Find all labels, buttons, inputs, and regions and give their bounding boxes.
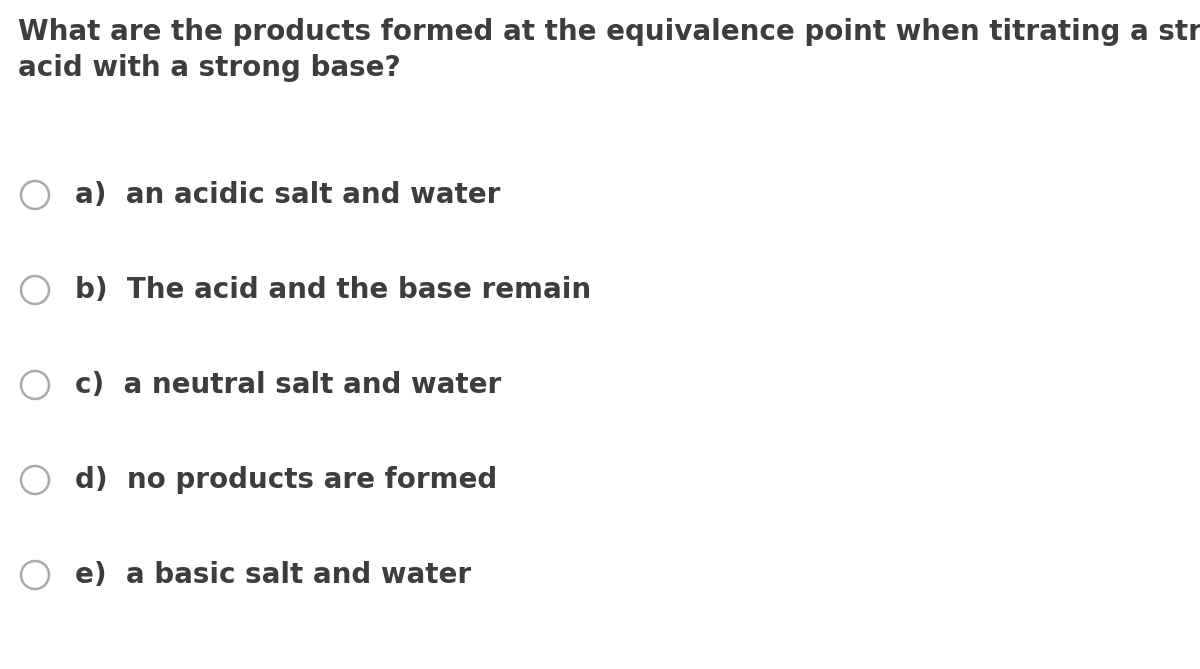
Text: a)  an acidic salt and water: a) an acidic salt and water <box>74 181 500 209</box>
Text: e)  a basic salt and water: e) a basic salt and water <box>74 561 472 589</box>
Text: b)  The acid and the base remain: b) The acid and the base remain <box>74 276 592 304</box>
Text: d)  no products are formed: d) no products are formed <box>74 466 497 494</box>
Text: c)  a neutral salt and water: c) a neutral salt and water <box>74 371 502 399</box>
Text: What are the products formed at the equivalence point when titrating a strong
ac: What are the products formed at the equi… <box>18 18 1200 82</box>
